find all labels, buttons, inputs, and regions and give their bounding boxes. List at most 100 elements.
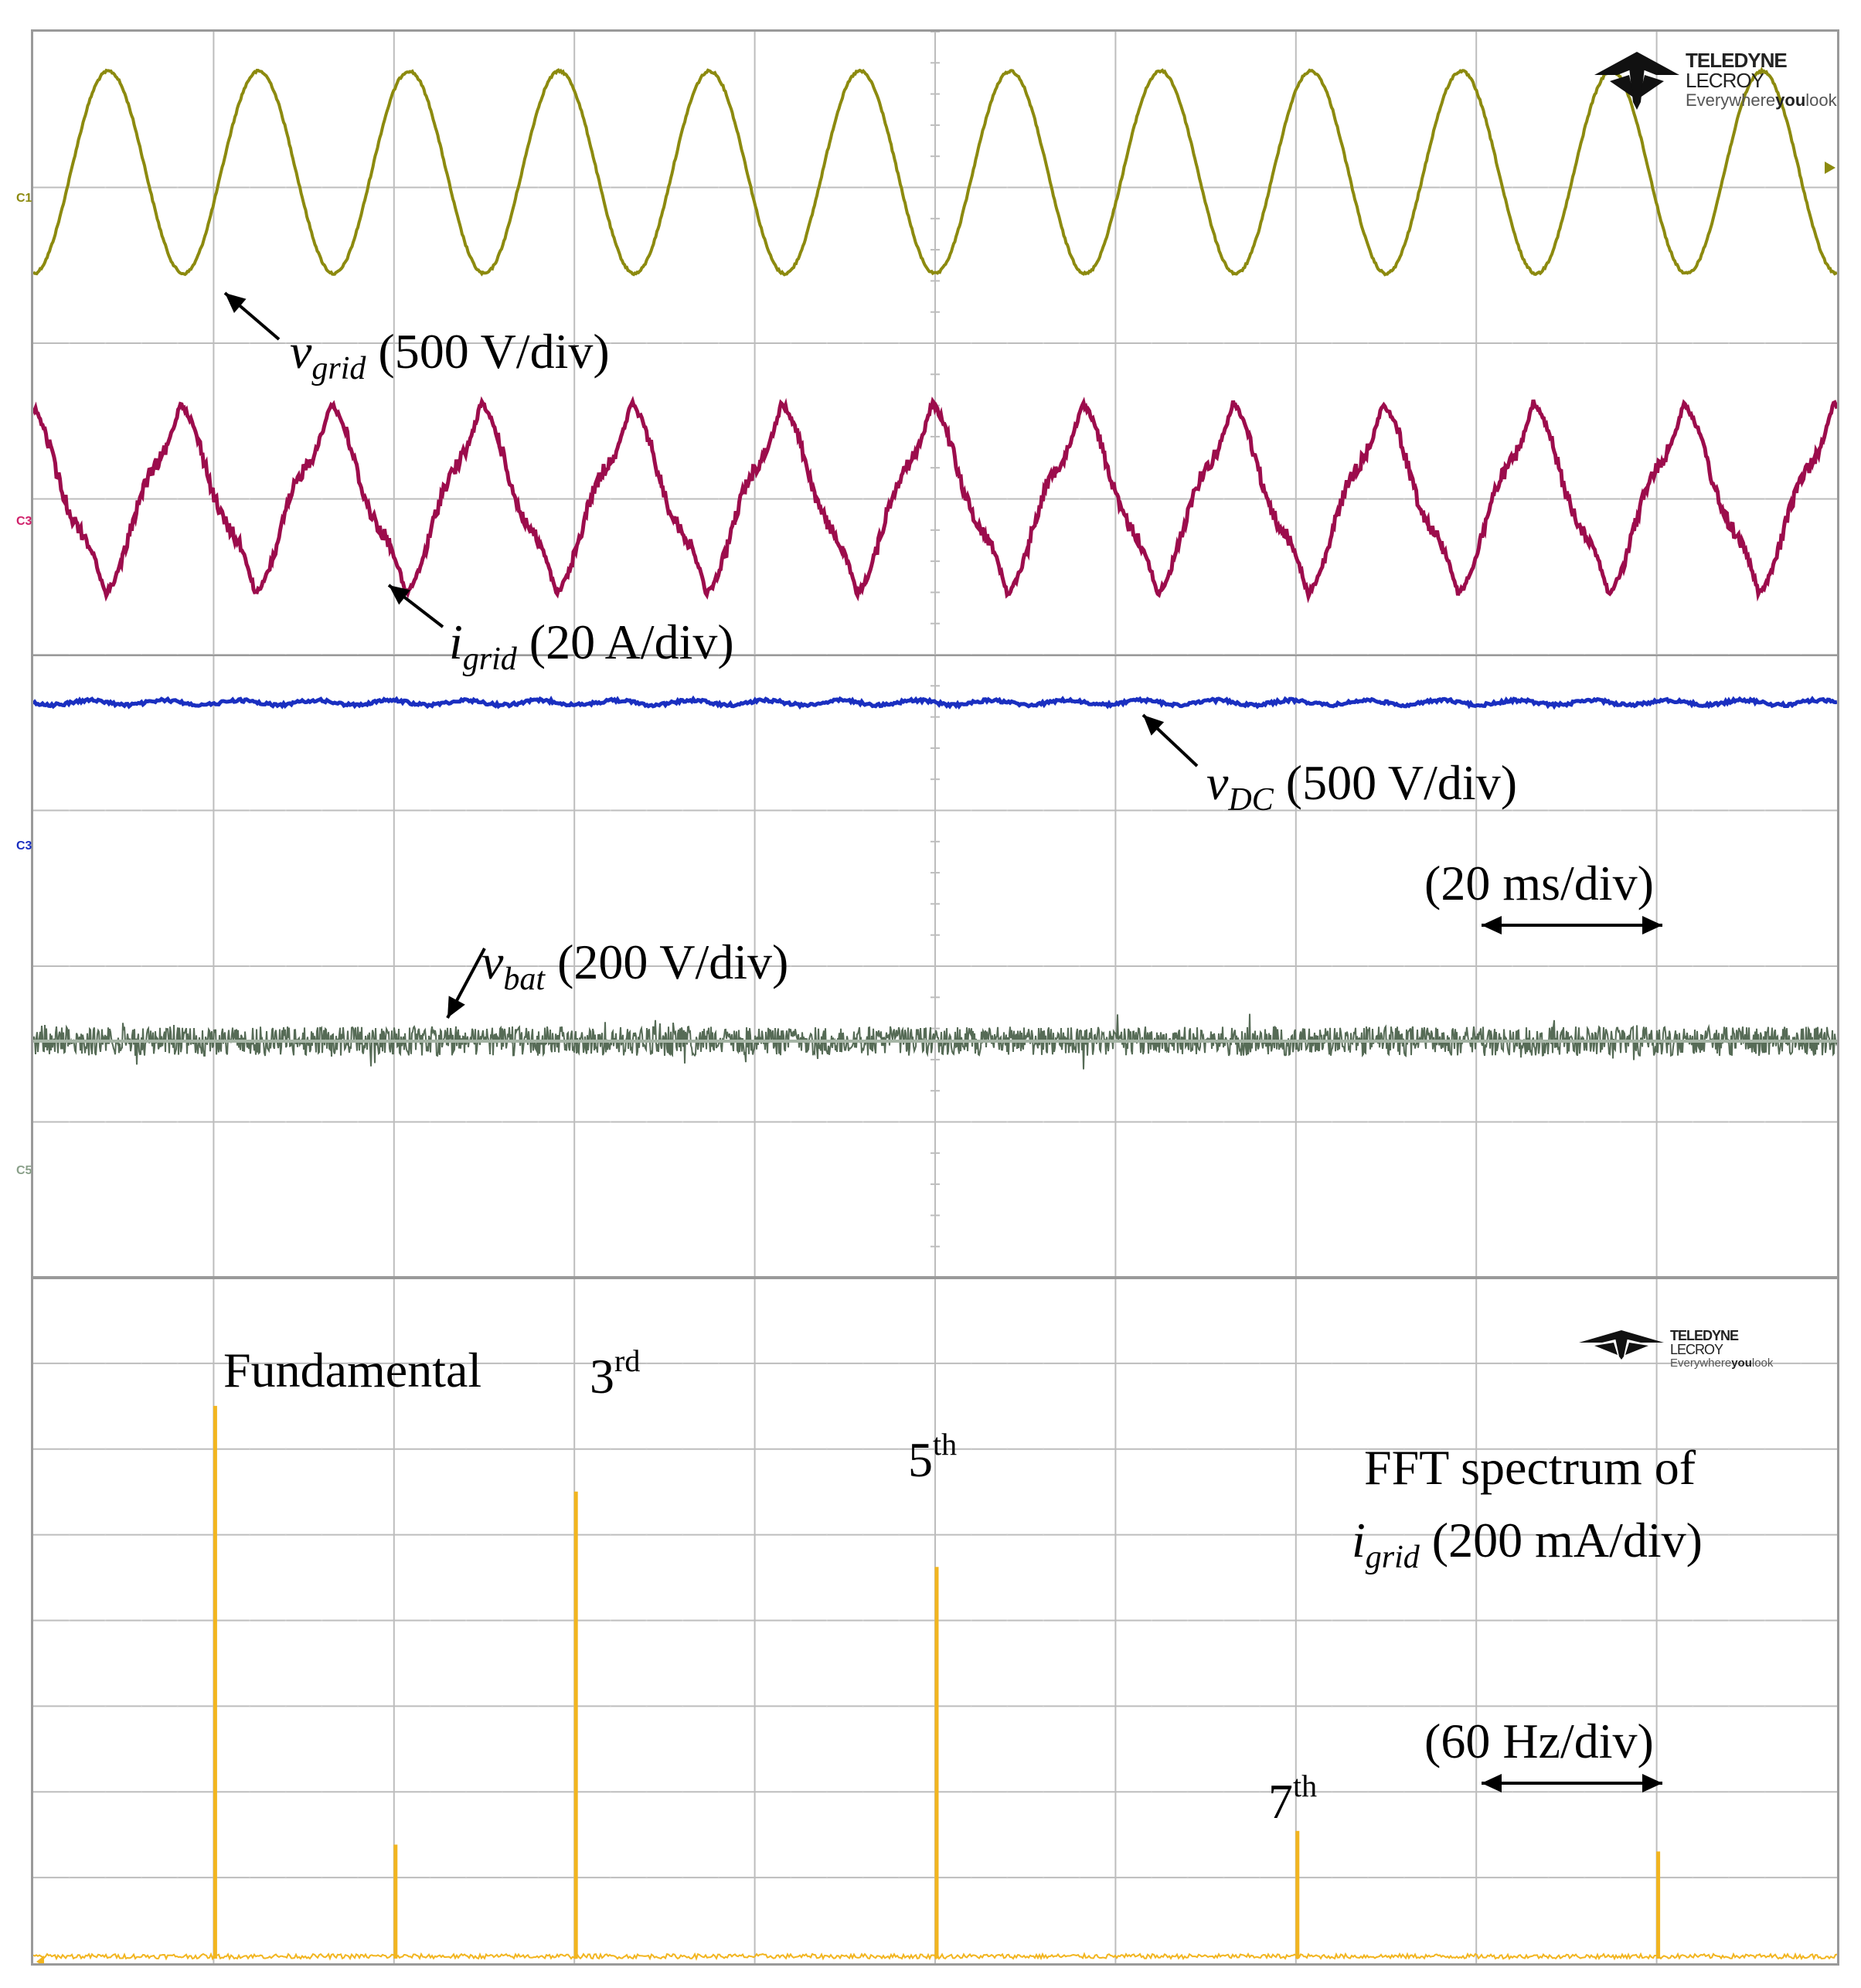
time-grid-dot <box>898 1121 900 1123</box>
label-third-sup: rd <box>614 1343 641 1378</box>
fft-grid-dot <box>537 1619 539 1622</box>
fft-grid-dot <box>1584 1791 1586 1793</box>
time-grid-dot <box>1511 809 1513 812</box>
time-grid-dot <box>1547 186 1550 189</box>
fft-grid-dot <box>68 1534 70 1536</box>
label-v-grid: vgrid (500 V/div) <box>290 327 610 386</box>
fft-grid-dot <box>717 1534 720 1536</box>
fft-grid-dot <box>970 1362 972 1364</box>
fft-grid-dot <box>1619 1534 1621 1536</box>
time-grid-dot <box>1331 186 1333 189</box>
time-grid-dot <box>862 1121 864 1123</box>
time-grid-dot <box>1331 342 1333 344</box>
fft-grid-dot <box>429 1791 431 1793</box>
time-grid-dot <box>970 1121 972 1123</box>
tagline-you: you <box>1731 1357 1752 1370</box>
time-grid-dot <box>284 186 287 189</box>
fft-grid-dot <box>176 1619 179 1622</box>
fft-grid-dot <box>429 1448 431 1450</box>
fft-grid-dot <box>104 1448 107 1450</box>
time-grid-dot <box>1078 809 1080 812</box>
time-grid-dot <box>104 342 107 344</box>
time-grid-dot <box>1619 498 1621 500</box>
label-i-grid-scale: (20 A/div) <box>529 614 734 669</box>
time-grid-dot <box>1006 342 1009 344</box>
v-bat-trace <box>33 1013 1837 1070</box>
fft-grid-dot <box>1186 1362 1189 1364</box>
fft-grid-dot <box>1619 1448 1621 1450</box>
fft-grid-dot <box>1511 1705 1513 1707</box>
time-grid-dot <box>1692 1121 1694 1123</box>
fft-grid-dot <box>682 1705 684 1707</box>
time-grid-dot <box>1043 186 1045 189</box>
time-grid-dot <box>1223 809 1225 812</box>
time-grid-dot <box>465 186 468 189</box>
fft-grid-dot <box>1367 1705 1369 1707</box>
channel-tag-c1: C1 <box>16 192 32 205</box>
time-grid-dot <box>141 809 143 812</box>
time-grid-dot <box>1439 809 1441 812</box>
time-grid-dot <box>1367 965 1369 967</box>
time-grid-dot <box>1259 965 1261 967</box>
time-grid-dot <box>501 342 503 344</box>
time-grid-dot <box>1259 342 1261 344</box>
fft-grid-dot <box>465 1791 468 1793</box>
fft-grid-dot <box>1043 1877 1045 1879</box>
freq-div-arrow-head <box>1482 1774 1502 1792</box>
time-grid-dot <box>1223 186 1225 189</box>
time-grid-dot <box>321 965 323 967</box>
time-grid-dot <box>645 186 648 189</box>
time-grid-dot <box>357 809 359 812</box>
fft-grid-dot <box>176 1448 179 1450</box>
time-grid-dot <box>1764 1121 1766 1123</box>
fft-grid-dot <box>1800 1791 1802 1793</box>
time-grid-dot <box>790 1121 792 1123</box>
time-grid-dot <box>609 1121 611 1123</box>
brand-name-bold: TELEDYNE <box>1686 49 1788 72</box>
fft-grid-dot <box>1692 1877 1694 1879</box>
fft-grid-dot <box>321 1362 323 1364</box>
time-grid-dot <box>1619 809 1621 812</box>
fft-grid-dot <box>1331 1705 1333 1707</box>
time-grid-dot <box>682 186 684 189</box>
fft-grid-dot <box>825 1362 828 1364</box>
time-grid-dot <box>1764 809 1766 812</box>
time-grid-dot <box>1006 186 1009 189</box>
time-grid-dot <box>682 1121 684 1123</box>
fft-grid-dot <box>898 1448 900 1450</box>
time-grid-dot <box>1403 186 1405 189</box>
time-grid-dot <box>717 186 720 189</box>
time-grid-dot <box>501 498 503 500</box>
fft-grid-dot <box>790 1705 792 1707</box>
time-grid-dot <box>862 342 864 344</box>
time-grid-dot <box>825 809 828 812</box>
time-grid-dot <box>1403 809 1405 812</box>
fft-grid-dot <box>537 1534 539 1536</box>
label-fft-title-line2: igrid (200 mA/div) <box>1352 1516 1703 1574</box>
time-grid-dot <box>970 809 972 812</box>
fft-grid-dot <box>1331 1877 1333 1879</box>
fft-grid-dot <box>1006 1705 1009 1707</box>
time-grid-dot <box>104 809 107 812</box>
fft-grid-dot <box>537 1448 539 1450</box>
time-grid-dot <box>1367 186 1369 189</box>
fft-grid-dot <box>141 1791 143 1793</box>
fft-grid-dot <box>1584 1362 1586 1364</box>
time-grid-dot <box>465 965 468 967</box>
fft-grid-dot <box>645 1705 648 1707</box>
fft-grid-dot <box>1223 1705 1225 1707</box>
time-grid-dot <box>1331 965 1333 967</box>
fft-grid-dot <box>68 1362 70 1364</box>
fft-grid-dot <box>501 1362 503 1364</box>
time-grid-dot <box>429 342 431 344</box>
oscilloscope-screen: TELEDYNE LECROY Everywhereyoulook TELEDY… <box>16 29 1839 1966</box>
fft-grid-dot <box>682 1791 684 1793</box>
label-v-bat-scale: (200 V/div) <box>557 934 789 989</box>
time-grid-dot <box>68 186 70 189</box>
time-grid-dot <box>429 186 431 189</box>
fft-grid-dot <box>682 1619 684 1622</box>
fft-grid-dot <box>429 1705 431 1707</box>
fft-grid-dot <box>970 1619 972 1622</box>
fft-grid-dot <box>717 1791 720 1793</box>
label-fifth-sup: th <box>933 1427 958 1462</box>
